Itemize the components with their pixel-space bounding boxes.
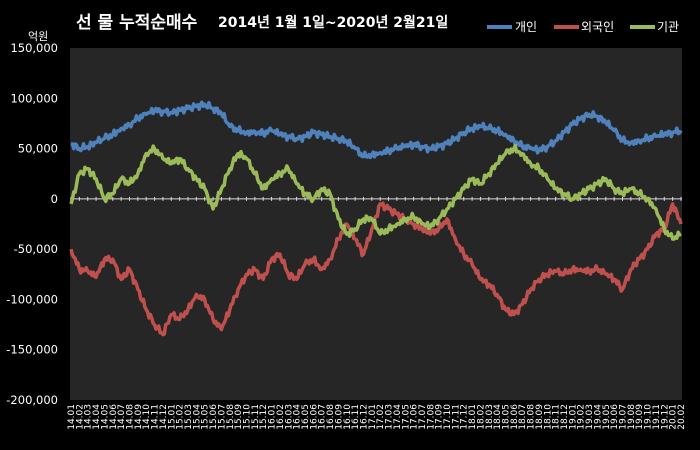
x-tick-label: 16.05	[301, 404, 311, 430]
x-tick-label: 18.10	[543, 404, 553, 430]
x-tick-label: 15.12	[259, 404, 269, 430]
x-tick-label: 17.10	[443, 404, 453, 430]
x-tick-label: 15.05	[201, 404, 211, 430]
chart-subtitle: 2014년 1월 1일~2020년 2월21일	[218, 14, 448, 31]
x-tick-label: 17.06	[410, 404, 420, 430]
x-tick-label: 14.03	[84, 404, 94, 430]
x-tick-label: 18.06	[510, 404, 520, 430]
x-tick-label: 17.12	[460, 404, 470, 430]
x-tick-label: 15.11	[251, 404, 261, 430]
x-tick-label: 15.02	[176, 404, 186, 430]
x-tick-label: 16.02	[276, 404, 286, 430]
x-tick-label: 14.02	[75, 404, 85, 430]
y-tick-labels: 150,000 100,000 50,000 0 -50,000 -100,000 -150…	[6, 41, 58, 407]
x-tick-label: 19.09	[635, 404, 645, 430]
zero-line-group	[70, 196, 682, 201]
chart-title: 선 물 누적순매수	[76, 13, 198, 33]
y-tick-label: -50,000	[14, 242, 58, 256]
series-line-institution	[69, 143, 682, 241]
series-lines	[69, 100, 683, 337]
x-tick-label: 17.11	[451, 404, 461, 430]
x-tick-label: 19.05	[602, 404, 612, 430]
y-tick-label: -150,000	[6, 343, 58, 357]
x-tick-label: 19.01	[568, 404, 578, 430]
x-tick-label: 19.12	[660, 404, 670, 430]
x-tick-label: 16.10	[343, 404, 353, 430]
x-tick-label: 19.06	[610, 404, 620, 430]
x-tick-label: 14.01	[67, 404, 77, 430]
x-tick-label: 14.06	[109, 404, 119, 430]
x-tick-label: 17.04	[393, 404, 403, 430]
y-tick-label: 100,000	[10, 91, 58, 105]
x-tick-label: 17.02	[376, 404, 386, 430]
x-tick-label: 17.09	[435, 404, 445, 430]
x-tick-label: 15.07	[217, 404, 227, 430]
x-tick-labels: 14.0114.0214.0314.0414.0514.0614.0714.08…	[67, 404, 687, 430]
x-tick-label: 18.12	[560, 404, 570, 430]
x-tick-label: 19.10	[644, 404, 654, 430]
x-tick-label: 17.07	[418, 404, 428, 430]
x-tick-label: 17.01	[368, 404, 378, 430]
x-tick-label: 17.05	[401, 404, 411, 430]
x-tick-label: 18.04	[493, 404, 503, 430]
x-tick-label: 19.02	[577, 404, 587, 430]
x-tick-label: 18.03	[485, 404, 495, 430]
y-tick-label: -200,000	[6, 393, 58, 407]
x-tick-label: 14.11	[151, 404, 161, 430]
x-tick-label: 14.12	[159, 404, 169, 430]
x-tick-label: 15.04	[192, 404, 202, 430]
x-tick-label: 15.03	[184, 404, 194, 430]
y-tick-label: 0	[51, 192, 58, 206]
x-tick-label: 19.03	[585, 404, 595, 430]
x-tick-label: 15.09	[234, 404, 244, 430]
legend-label-institution: 기관	[657, 20, 679, 34]
x-tick-label: 16.11	[351, 404, 361, 430]
x-tick-label: 14.08	[125, 404, 135, 430]
x-tick-label: 18.02	[476, 404, 486, 430]
x-tick-label: 16.08	[326, 404, 336, 430]
x-tick-label: 18.01	[468, 404, 478, 430]
x-tick-label: 15.10	[242, 404, 252, 430]
y-tick-label: 50,000	[18, 142, 58, 156]
x-tick-label: 18.07	[518, 404, 528, 430]
x-tick-label: 16.09	[334, 404, 344, 430]
x-tick-label: 14.10	[142, 404, 152, 430]
x-tick-label: 16.07	[318, 404, 328, 430]
x-tick-label: 16.04	[293, 404, 303, 430]
x-tick-label: 14.04	[92, 404, 102, 430]
y-axis-unit: 억원	[28, 30, 48, 43]
x-tick-label: 18.05	[502, 404, 512, 430]
x-tick-label: 20.02	[677, 404, 687, 430]
x-tick-label: 18.11	[552, 404, 562, 430]
x-tick-label: 20.01	[669, 404, 679, 430]
x-tick-label: 19.11	[652, 404, 662, 430]
x-tick-label: 15.08	[226, 404, 236, 430]
x-tick-label: 16.06	[309, 404, 319, 430]
y-tick-label: 150,000	[10, 41, 58, 55]
legend: 개인 외국인 기관	[487, 20, 679, 34]
x-tick-label: 19.08	[627, 404, 637, 430]
x-tick-label: 16.03	[284, 404, 294, 430]
legend-label-individual: 개인	[515, 20, 537, 34]
x-tick-label: 19.07	[619, 404, 629, 430]
x-tick-label: 15.01	[167, 404, 177, 430]
y-tick-label: -100,000	[6, 292, 58, 306]
x-tick-label: 18.08	[527, 404, 537, 430]
x-tick-label: 16.12	[359, 404, 369, 430]
x-tick-label: 18.09	[535, 404, 545, 430]
x-tick-label: 14.07	[117, 404, 127, 430]
series-line-individual	[70, 100, 683, 160]
legend-label-foreign: 외국인	[581, 20, 614, 34]
x-tick-label: 16.01	[268, 404, 278, 430]
x-tick-label: 17.03	[385, 404, 395, 430]
x-tick-label: 14.05	[100, 404, 110, 430]
x-tick-label: 17.08	[426, 404, 436, 430]
x-tick-label: 19.04	[593, 404, 603, 430]
series-line-foreign	[69, 201, 683, 337]
x-tick-label: 14.09	[134, 404, 144, 430]
x-tick-label: 15.06	[209, 404, 219, 430]
